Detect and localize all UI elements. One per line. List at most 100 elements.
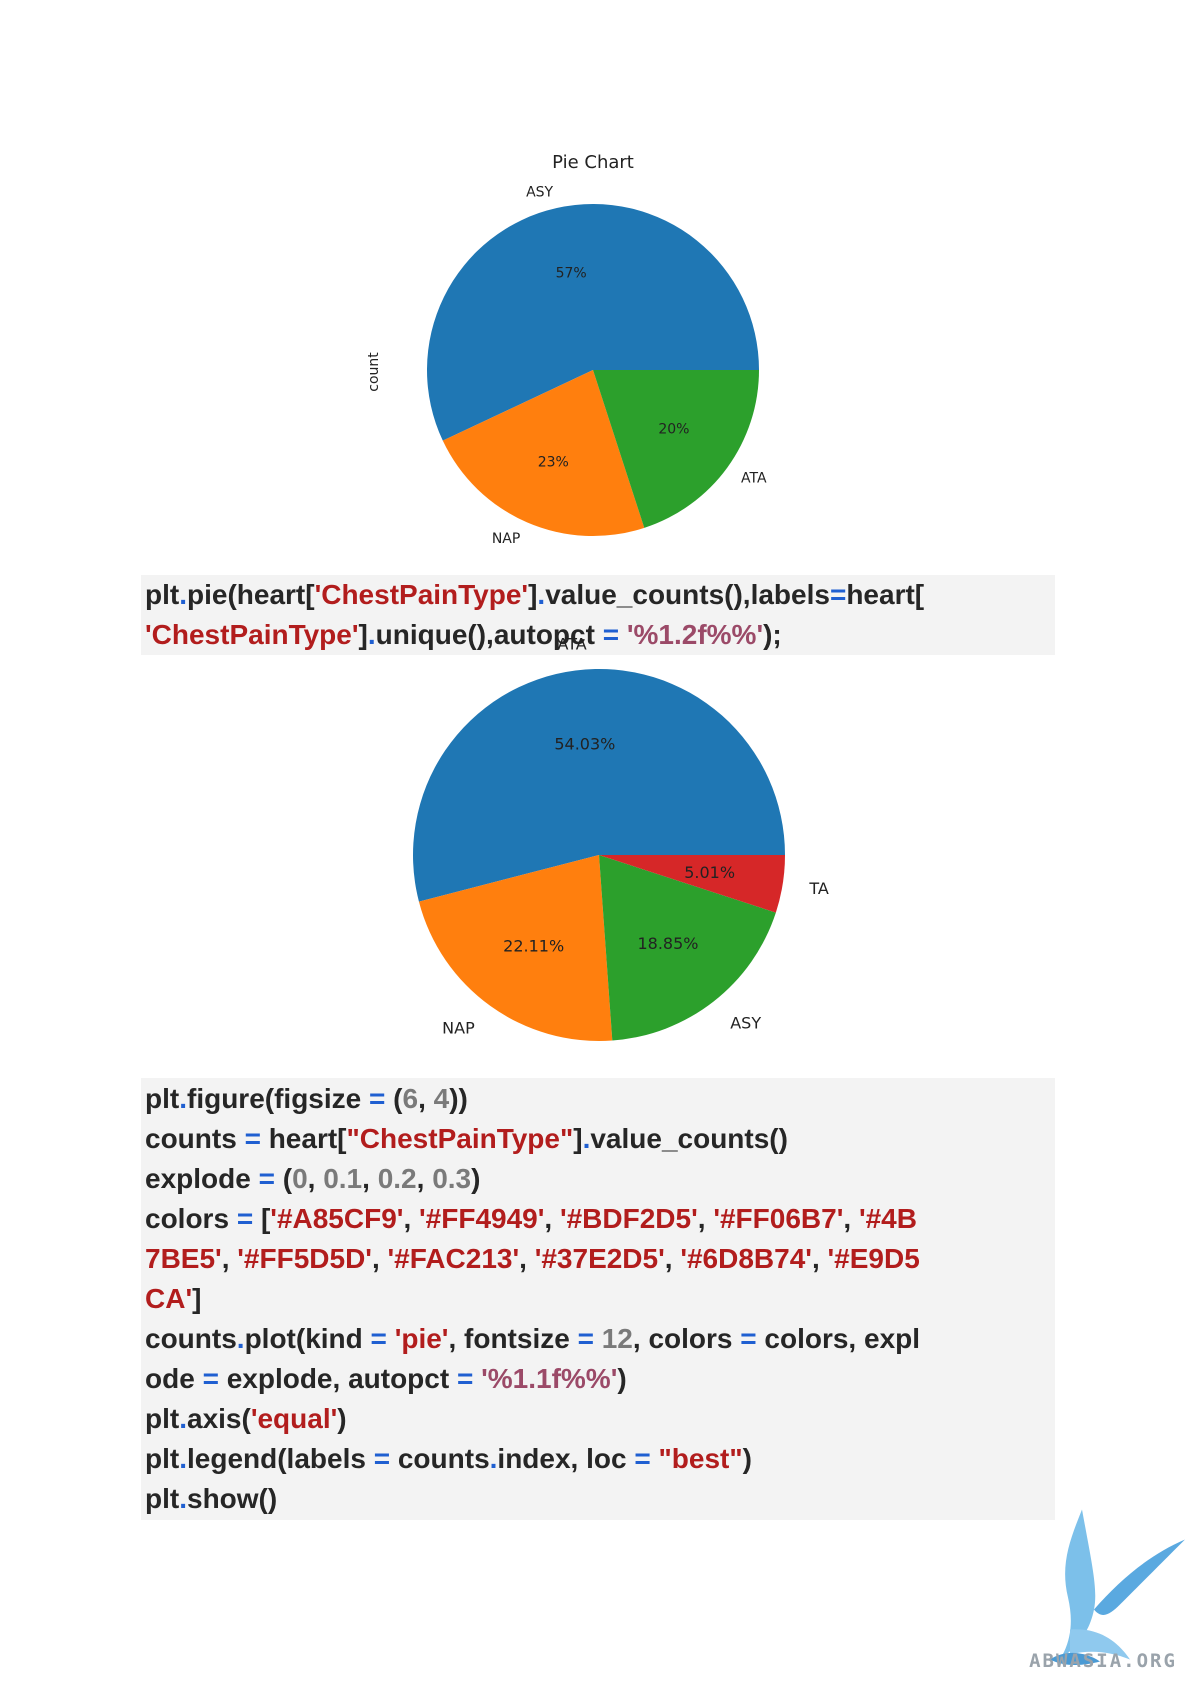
code-token: ( (274, 1163, 293, 1194)
code-token: = (373, 1443, 391, 1474)
slice-label-asy: ASY (526, 184, 553, 200)
code-token: = (369, 1083, 386, 1114)
slice-label-ata: ATA (558, 634, 587, 653)
code-token: value_counts(),labels (545, 579, 830, 610)
code-token: ) (742, 1443, 752, 1474)
slice-percent-asy: 57% (556, 265, 587, 281)
code-token: "ChestPainType" (346, 1123, 574, 1154)
code-token: . (582, 1123, 591, 1154)
chart-title: Pie Chart (552, 152, 634, 173)
pie-slice-nap (418, 855, 613, 1041)
code-token: )) (449, 1083, 468, 1114)
code-token: plt (145, 1483, 180, 1514)
code-token: '#FF5D5D' (237, 1243, 372, 1274)
code-token: ] (528, 579, 538, 610)
code-token: figure(figsize (187, 1083, 370, 1114)
code-token: '#6D8B74' (680, 1243, 812, 1274)
code-token: , (697, 1203, 714, 1234)
code-token: = (244, 1123, 261, 1154)
code-token: 0 (292, 1163, 308, 1194)
code-token: 7BE5' (145, 1243, 222, 1274)
code-token: 12 (601, 1323, 633, 1354)
code-token: , (362, 1163, 378, 1194)
code-token: . (179, 1083, 187, 1114)
code-token: pie(heart[ (187, 579, 315, 610)
code-token: 0.1 (323, 1163, 363, 1194)
code-token: ); (763, 619, 782, 650)
code-token: = (577, 1323, 594, 1354)
code-token: ) (471, 1163, 481, 1194)
code-block-pie: plt.pie(heart['ChestPainType'].value_cou… (141, 575, 1055, 655)
pie-slice-asy (599, 855, 776, 1041)
code-line: counts.plot(kind = 'pie', fontsize = 12,… (145, 1319, 1051, 1359)
code-line: plt.pie(heart['ChestPainType'].value_cou… (145, 575, 1051, 615)
slice-label-nap: NAP (492, 531, 521, 547)
code-token: explode (145, 1163, 259, 1194)
code-token: counts (145, 1123, 245, 1154)
code-token: ) (617, 1363, 627, 1394)
code-token: legend(labels (187, 1443, 374, 1474)
code-token: ode (145, 1363, 203, 1394)
code-line: plt.figure(figsize = (6, 4)) (145, 1079, 1051, 1119)
code-token: '#FF06B7' (713, 1203, 844, 1234)
slice-label-nap: NAP (442, 1019, 475, 1038)
code-token: "best" (658, 1443, 743, 1474)
logo-text: ABWASIA.ORG (1029, 1650, 1177, 1672)
code-token: colors (145, 1203, 237, 1234)
code-token: , (307, 1163, 324, 1194)
code-token: plt (145, 1083, 180, 1114)
code-token: [ (253, 1203, 271, 1234)
code-token: 'equal' (250, 1403, 338, 1434)
code-token: , (221, 1243, 238, 1274)
code-token: 4 (433, 1083, 450, 1114)
code-token: , (371, 1243, 388, 1274)
code-token: , (811, 1243, 828, 1274)
code-token: = (740, 1323, 757, 1354)
code-token: axis( (187, 1403, 251, 1434)
code-token: plt (145, 1403, 180, 1434)
code-token: . (367, 619, 376, 650)
code-token: , (664, 1243, 681, 1274)
code-token: = (456, 1363, 474, 1394)
code-token: , fontsize (448, 1323, 578, 1354)
code-token: unique(),autopct (375, 619, 603, 650)
code-token: 'ChestPainType' (145, 619, 359, 650)
code-token: ( (385, 1083, 403, 1114)
code-token: = (634, 1443, 651, 1474)
code-token: , (544, 1203, 560, 1234)
code-token: plot(kind (244, 1323, 371, 1354)
code-token: , (519, 1243, 535, 1274)
code-token: . (179, 579, 187, 610)
code-token: index, loc (497, 1443, 635, 1474)
code-token (473, 1363, 481, 1394)
code-line: colors = ['#A85CF9', '#FF4949', '#BDF2D5… (145, 1199, 1051, 1239)
code-line: ode = explode, autopct = '%1.1f%%') (145, 1359, 1051, 1399)
code-token: ] (358, 619, 368, 650)
slice-percent-ata: 54.03% (554, 734, 615, 753)
code-token: show() (187, 1483, 278, 1514)
code-token: . (179, 1483, 187, 1514)
code-token: value_counts() (590, 1123, 788, 1154)
slice-label-ata: ATA (741, 470, 767, 486)
code-token: '#E9D5 (827, 1243, 920, 1274)
code-token: . (236, 1323, 245, 1354)
pie-chart-2: ATA 54.03% NAP 22.11% ASY 18.85% TA 5.01% (412, 634, 829, 1041)
slice-percent-ata: 20% (658, 422, 689, 438)
code-line: CA'] (145, 1279, 1051, 1319)
code-token: counts (145, 1323, 237, 1354)
y-axis-label: count (366, 352, 382, 392)
code-token: plt (145, 579, 180, 610)
code-line: 7BE5', '#FF5D5D', '#FAC213', '#37E2D5', … (145, 1239, 1051, 1279)
code-line: explode = (0, 0.1, 0.2, 0.3) (145, 1159, 1051, 1199)
slice-label-asy: ASY (730, 1013, 761, 1032)
code-token: ] (192, 1283, 202, 1314)
code-token (387, 1323, 395, 1354)
code-token: '%1.1f%%' (481, 1363, 618, 1394)
code-token: . (489, 1443, 498, 1474)
pie-chart-1: Pie Chart count ASY 57% NAP 23% ATA 20% (366, 152, 767, 547)
code-line: plt.show() (145, 1479, 1051, 1519)
pie-slice-ata (593, 370, 759, 528)
code-token: CA' (145, 1283, 193, 1314)
slice-percent-nap: 23% (538, 455, 569, 471)
code-token: . (179, 1403, 187, 1434)
